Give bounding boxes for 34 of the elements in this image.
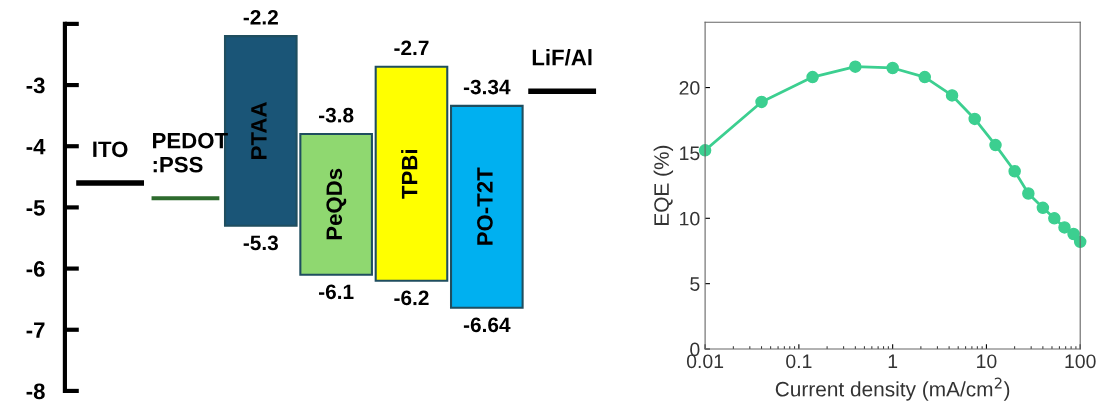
y-tick-label: -3 <box>26 77 45 94</box>
x-tick-label: 100 <box>1065 354 1096 369</box>
annotation: -6.2 <box>394 290 429 306</box>
annotation: -3.8 <box>319 107 354 123</box>
y-tick-label: -7 <box>26 322 45 338</box>
y-tick-label: -4 <box>26 138 46 155</box>
y-tick-label: -6 <box>26 261 45 277</box>
y-tick-label: -5 <box>26 200 45 216</box>
annotation: -3.34 <box>463 79 511 95</box>
y-tick-label: -8 <box>26 383 45 400</box>
y-tick-label: 0 <box>690 342 700 357</box>
annotation: -2.2 <box>243 9 278 25</box>
category-label: PTAA <box>251 102 267 159</box>
y-tick-label: 10 <box>680 211 700 226</box>
x-axis-title: Current density (mA/cm$^{2}$) <box>775 377 1010 401</box>
y-axis-title: EQE (%) <box>653 145 674 225</box>
y-tick-label: 15 <box>680 146 700 161</box>
x-tick-label: 0.01 <box>686 354 724 369</box>
annotation: -5.3 <box>243 235 278 251</box>
y-tick-label: 5 <box>690 277 700 291</box>
annotation: -2.7 <box>394 40 429 56</box>
bar <box>374 65 449 282</box>
category-label: PeQDs <box>326 168 347 240</box>
bar <box>449 104 524 309</box>
y-tick-label: 20 <box>679 81 700 95</box>
annotation: -6.1 <box>319 284 354 300</box>
category-label: LiF/Al <box>532 49 592 66</box>
category-label: ITO <box>93 141 128 158</box>
category-label: PO-T2T <box>477 167 493 245</box>
x-tick-label: 0.1 <box>786 354 812 369</box>
annotation: -6.64 <box>463 317 511 333</box>
category-label: TPBi <box>401 150 418 199</box>
x-tick-label: 1 <box>888 354 898 368</box>
x-tick-label: 10 <box>977 354 997 369</box>
